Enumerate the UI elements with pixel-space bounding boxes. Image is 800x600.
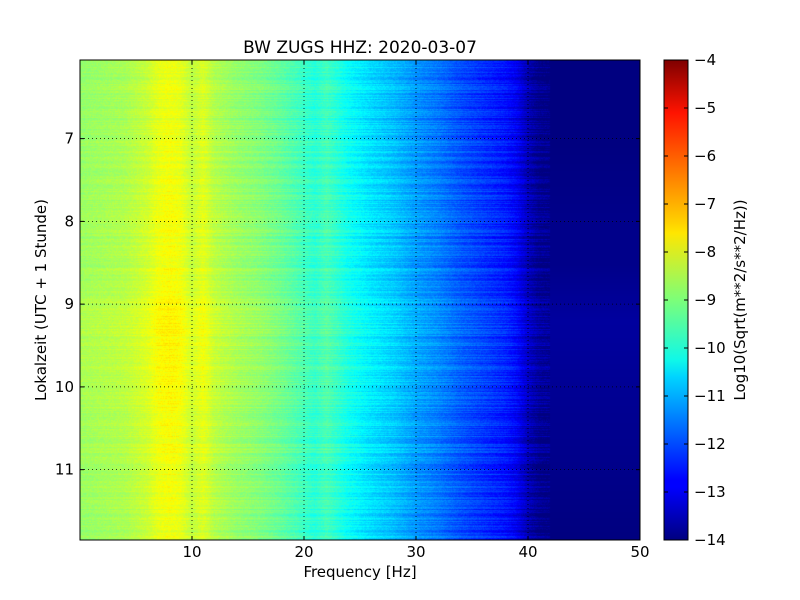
y-tick-label: 11 — [55, 461, 74, 479]
x-tick-label: 40 — [518, 543, 537, 561]
y-axis: 7 8 9 10 11 — [55, 130, 640, 479]
grid-lines — [80, 60, 640, 540]
x-axis-label: Frequency [Hz] — [303, 563, 416, 581]
colorbar-tick-label: −6 — [694, 147, 716, 165]
colorbar-label: Log10(Sqrt(m**2/s**2/Hz)) — [731, 199, 749, 400]
y-tick-label: 9 — [64, 295, 74, 313]
y-tick-label: 8 — [64, 212, 74, 230]
x-tick-label: 50 — [630, 543, 649, 561]
plot-frame — [79, 59, 641, 541]
colorbar-tick-label: −4 — [694, 51, 716, 69]
x-axis: 10 20 30 40 50 — [182, 60, 650, 561]
colorbar-tick-label: −5 — [694, 99, 716, 117]
colorbar-tick-label: −8 — [694, 243, 716, 261]
colorbar-tick-label: −11 — [694, 387, 726, 405]
x-tick-label: 10 — [182, 543, 201, 561]
x-tick-label: 20 — [294, 543, 313, 561]
colorbar-tick-label: −9 — [694, 291, 716, 309]
colorbar-tick-label: −12 — [694, 435, 726, 453]
y-tick-label: 10 — [55, 378, 74, 396]
chart-title: BW ZUGS HHZ: 2020-03-07 — [243, 38, 477, 58]
colorbar-tick-label: −7 — [694, 195, 716, 213]
colorbar-ticks: −4 −5 −6 −7 −8 −9 −10 −11 −12 −13 −14 — [664, 51, 726, 549]
colorbar-tick-label: −10 — [694, 339, 726, 357]
colorbar-tick-label: −14 — [694, 531, 726, 549]
y-axis-label: Lokalzeit (UTC + 1 Stunde) — [32, 199, 50, 401]
colorbar-tick-label: −13 — [694, 483, 726, 501]
x-tick-label: 30 — [406, 543, 425, 561]
spectrogram-heatmap — [80, 60, 640, 540]
y-tick-label: 7 — [64, 130, 74, 148]
